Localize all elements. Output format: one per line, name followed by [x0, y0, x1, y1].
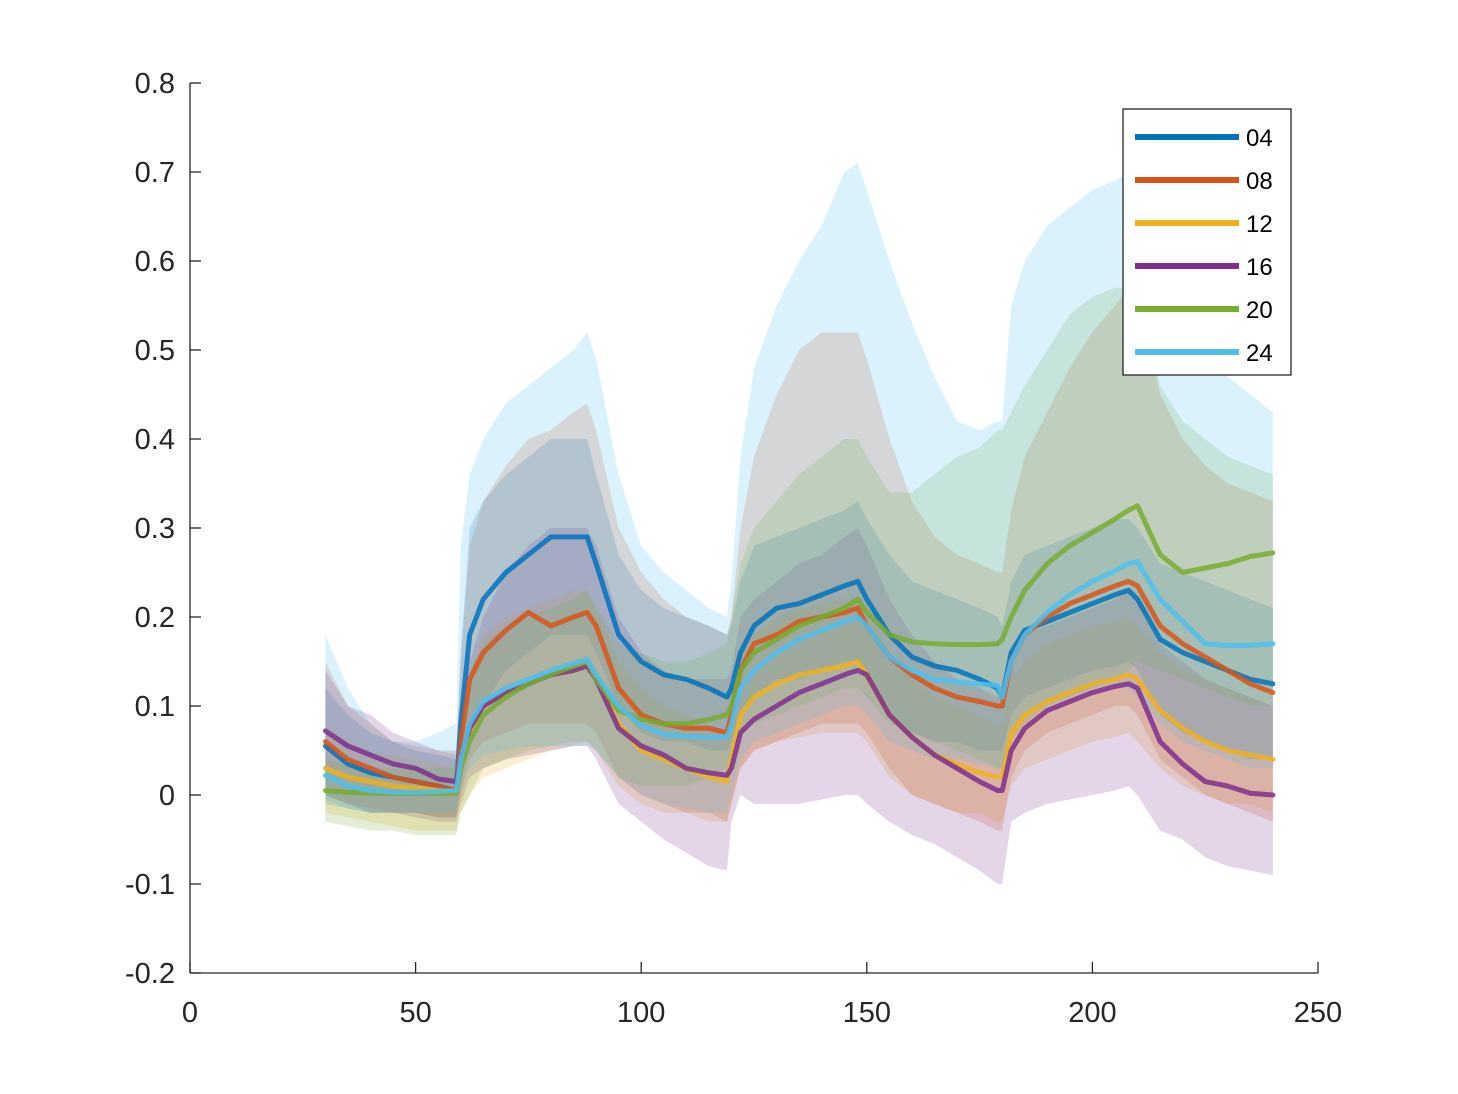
legend-label-12: 12 — [1246, 211, 1273, 238]
legend-label-24: 24 — [1246, 340, 1273, 367]
legend-box — [1122, 108, 1292, 376]
series-line-20 — [322, 503, 1276, 796]
x-tick-label: 250 — [1294, 997, 1342, 1029]
x-tick-label: 0 — [182, 997, 198, 1029]
series-lines — [322, 503, 1276, 798]
legend-label-16: 16 — [1246, 254, 1273, 281]
y-tick-label: 0.7 — [135, 157, 175, 189]
band-08 — [325, 287, 1273, 831]
y-tick-label: 0.5 — [135, 335, 175, 367]
axes: 0 50 100 150 200 250 -0.2 -0.1 0 0.1 0.2 0.3 0.4 0.5 0… — [125, 68, 1342, 1029]
band-12 — [325, 590, 1273, 831]
x-tick-label: 150 — [843, 997, 891, 1029]
band-24 — [325, 163, 1273, 813]
y-tick-label: 0.4 — [135, 424, 175, 456]
x-tick-label: 100 — [617, 997, 665, 1029]
y-tick-label: -0.2 — [125, 958, 175, 990]
y-tick-label: 0 — [159, 780, 175, 812]
legend-label-04: 04 — [1246, 125, 1273, 152]
y-tick-label: 0.1 — [135, 691, 175, 723]
y-tick-label: 0.6 — [135, 246, 175, 278]
y-tick-label: 0.2 — [135, 602, 175, 634]
y-tick-label: 0.8 — [135, 68, 175, 100]
band-20 — [325, 287, 1273, 835]
y-tick-label: 0.3 — [135, 513, 175, 545]
series-line-24 — [322, 559, 1276, 795]
x-tick-label: 50 — [399, 997, 431, 1029]
legend: 04 08 12 16 20 24 — [1122, 108, 1292, 376]
x-tick-label: 200 — [1068, 997, 1116, 1029]
legend-label-08: 08 — [1246, 168, 1273, 195]
y-tick-label: -0.1 — [125, 869, 175, 901]
series-line-08 — [322, 578, 1276, 793]
legend-label-20: 20 — [1246, 297, 1273, 324]
series-line-04 — [322, 534, 1276, 793]
band-16 — [325, 528, 1273, 884]
